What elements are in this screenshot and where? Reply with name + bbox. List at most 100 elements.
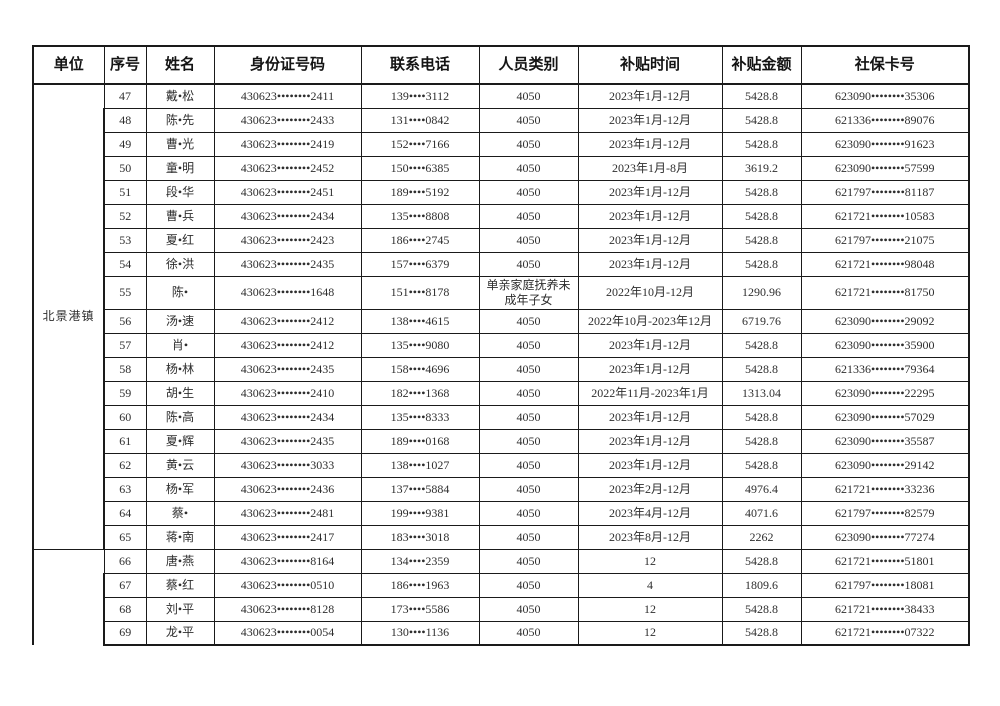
cell-category: 4050 xyxy=(478,572,579,598)
cell-amount: 5428.8 xyxy=(721,107,802,133)
cell-no: 57 xyxy=(103,332,147,358)
header-row: 单位 序号 姓名 身份证号码 联系电话 人员类别 补贴时间 补贴金额 社保卡号 xyxy=(32,45,970,85)
cell-id-number: 430623••••••••2435 xyxy=(213,428,362,454)
cell-card-number: 621721••••••••98048 xyxy=(800,251,970,277)
cell-card-number: 621797••••••••21075 xyxy=(800,227,970,253)
cell-period: 2023年1月-12月 xyxy=(577,203,723,229)
cell-no: 68 xyxy=(103,596,147,622)
cell-category: 4050 xyxy=(478,620,579,646)
cell-phone: 182••••1368 xyxy=(360,380,480,406)
cell-id-number: 430623••••••••2434 xyxy=(213,404,362,430)
cell-amount: 2262 xyxy=(721,524,802,550)
cell-period: 4 xyxy=(577,572,723,598)
cell-period: 2022年10月-12月 xyxy=(577,275,723,310)
cell-phone: 173••••5586 xyxy=(360,596,480,622)
table-row: 50 童•明 430623••••••••2452 150••••6385 4050 20… xyxy=(33,155,970,181)
table-row: 56 汤•速 430623••••••••2412 138••••4615 4050 20… xyxy=(33,308,970,334)
cell-no: 66 xyxy=(103,548,147,574)
cell-no: 47 xyxy=(103,83,147,109)
cell-amount: 4976.4 xyxy=(721,476,802,502)
cell-id-number: 430623••••••••2435 xyxy=(213,356,362,382)
column-header-phone: 联系电话 xyxy=(360,45,480,85)
cell-card-number: 623090••••••••29142 xyxy=(800,452,970,478)
cell-name: 胡•生 xyxy=(145,380,215,406)
table-row: 61 夏•辉 430623••••••••2435 189••••0168 4050 20… xyxy=(33,428,970,454)
cell-period: 12 xyxy=(577,620,723,646)
table-row: 69 龙•平 430623••••••••0054 130••••1136 4050 12… xyxy=(33,620,970,646)
cell-name: 夏•红 xyxy=(145,227,215,253)
cell-amount: 5428.8 xyxy=(721,620,802,646)
cell-name: 刘•平 xyxy=(145,596,215,622)
cell-card-number: 623090••••••••22295 xyxy=(800,380,970,406)
cell-amount: 5428.8 xyxy=(721,548,802,574)
cell-card-number: 621336••••••••79364 xyxy=(800,356,970,382)
cell-name: 蔡• xyxy=(145,500,215,526)
cell-phone: 186••••2745 xyxy=(360,227,480,253)
cell-card-number: 621797••••••••82579 xyxy=(800,500,970,526)
cell-amount: 1809.6 xyxy=(721,572,802,598)
cell-amount: 5428.8 xyxy=(721,131,802,157)
table-row: 65 蒋•南 430623••••••••2417 183••••3018 4050 20… xyxy=(33,524,970,550)
cell-no: 69 xyxy=(103,620,147,646)
cell-period: 2023年1月-12月 xyxy=(577,452,723,478)
cell-period: 2023年4月-12月 xyxy=(577,500,723,526)
cell-amount: 1313.04 xyxy=(721,380,802,406)
cell-name: 杨•军 xyxy=(145,476,215,502)
table-row: 66 唐•燕 430623••••••••8164 134••••2359 4050 12… xyxy=(32,548,970,645)
column-header-amount: 补贴金额 xyxy=(721,45,802,85)
table-row: 68 刘•平 430623••••••••8128 173••••5586 4050 12… xyxy=(33,596,970,622)
cell-amount: 5428.8 xyxy=(721,251,802,277)
cell-amount: 5428.8 xyxy=(721,428,802,454)
cell-name: 陈•高 xyxy=(145,404,215,430)
cell-phone: 189••••0168 xyxy=(360,428,480,454)
cell-period: 2023年1月-12月 xyxy=(577,356,723,382)
table-row: 48 陈•先 430623••••••••2433 131••••0842 4050 20… xyxy=(33,107,970,133)
cell-card-number: 621797••••••••81187 xyxy=(800,179,970,205)
cell-no: 67 xyxy=(103,572,147,598)
table-row: 58 杨•林 430623••••••••2435 158••••4696 4050 20… xyxy=(33,356,970,382)
cell-card-number: 623090••••••••29092 xyxy=(800,308,970,334)
cell-no: 64 xyxy=(103,500,147,526)
cell-amount: 1290.96 xyxy=(721,275,802,310)
cell-period: 2023年8月-12月 xyxy=(577,524,723,550)
cell-id-number: 430623••••••••2452 xyxy=(213,155,362,181)
cell-no: 54 xyxy=(103,251,147,277)
cell-category: 4050 xyxy=(478,251,579,277)
cell-name: 蔡•红 xyxy=(145,572,215,598)
cell-category: 4050 xyxy=(478,428,579,454)
unit-cell xyxy=(32,548,105,645)
cell-no: 49 xyxy=(103,131,147,157)
table-row: 54 徐•洪 430623••••••••2435 157••••6379 4050 20… xyxy=(33,251,970,277)
cell-amount: 5428.8 xyxy=(721,452,802,478)
unit-cell: 北景港镇 xyxy=(32,83,105,550)
cell-id-number: 430623••••••••2451 xyxy=(213,179,362,205)
table-row: 51 段•华 430623••••••••2451 189••••5192 4050 20… xyxy=(33,179,970,205)
cell-id-number: 430623••••••••2436 xyxy=(213,476,362,502)
cell-id-number: 430623••••••••0054 xyxy=(213,620,362,646)
cell-period: 2022年10月-2023年12月 xyxy=(577,308,723,334)
cell-period: 2023年1月-12月 xyxy=(577,83,723,109)
cell-period: 2023年1月-12月 xyxy=(577,251,723,277)
cell-category: 4050 xyxy=(478,548,579,574)
cell-amount: 5428.8 xyxy=(721,356,802,382)
cell-card-number: 621721••••••••10583 xyxy=(800,203,970,229)
subsidy-table: 单位 序号 姓名 身份证号码 联系电话 人员类别 补贴时间 补贴金额 社保卡号 … xyxy=(32,45,970,646)
cell-id-number: 430623••••••••2417 xyxy=(213,524,362,550)
cell-name: 曹•兵 xyxy=(145,203,215,229)
cell-period: 2023年1月-12月 xyxy=(577,131,723,157)
cell-card-number: 623090••••••••77274 xyxy=(800,524,970,550)
cell-period: 2023年1月-8月 xyxy=(577,155,723,181)
cell-category: 4050 xyxy=(478,596,579,622)
cell-no: 62 xyxy=(103,452,147,478)
cell-card-number: 621336••••••••89076 xyxy=(800,107,970,133)
cell-amount: 5428.8 xyxy=(721,203,802,229)
cell-category: 4050 xyxy=(478,356,579,382)
cell-id-number: 430623••••••••2419 xyxy=(213,131,362,157)
column-header-category: 人员类别 xyxy=(478,45,579,85)
cell-no: 55 xyxy=(103,275,147,310)
cell-id-number: 430623••••••••1648 xyxy=(213,275,362,310)
cell-id-number: 430623••••••••8164 xyxy=(213,548,362,574)
cell-category: 4050 xyxy=(478,131,579,157)
cell-amount: 6719.76 xyxy=(721,308,802,334)
cell-card-number: 621797••••••••18081 xyxy=(800,572,970,598)
